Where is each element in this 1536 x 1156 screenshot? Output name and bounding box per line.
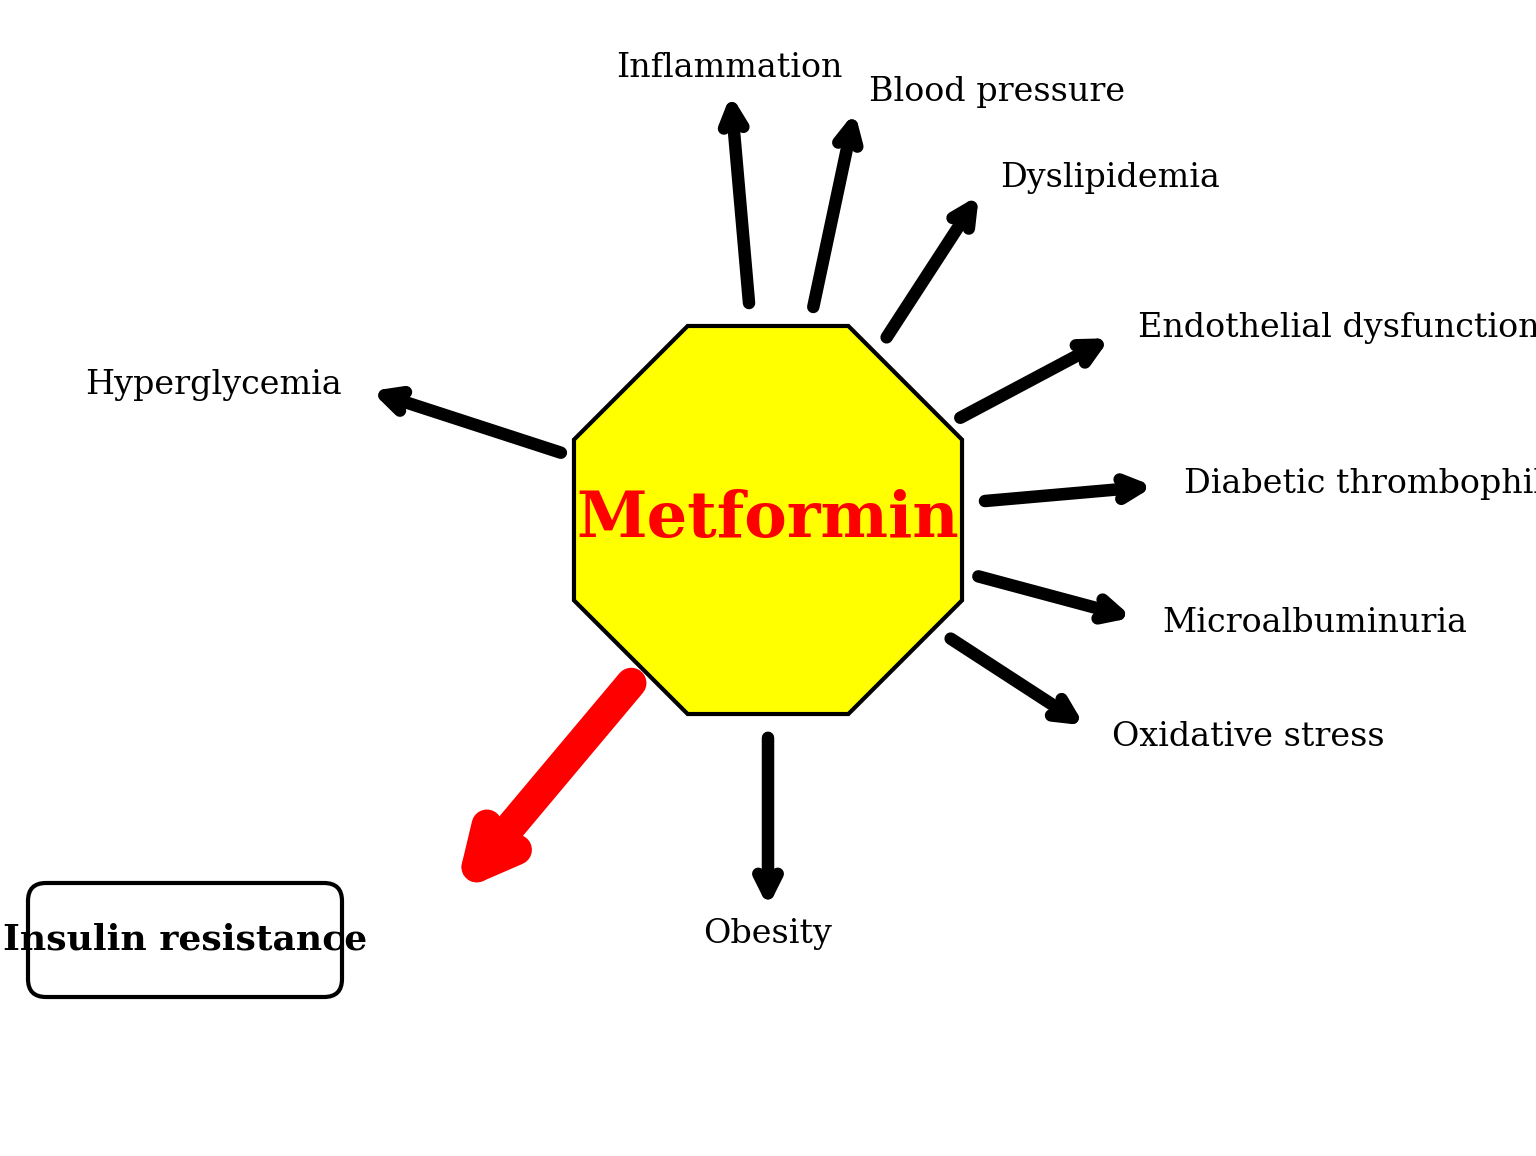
Text: Endothelial dysfunction: Endothelial dysfunction (1138, 312, 1536, 344)
Text: Metformin: Metformin (576, 489, 960, 550)
Text: Obesity: Obesity (703, 918, 833, 950)
Text: Inflammation: Inflammation (616, 52, 842, 83)
FancyBboxPatch shape (28, 883, 343, 996)
Text: Diabetic thrombophilia: Diabetic thrombophilia (1184, 468, 1536, 501)
Text: Insulin resistance: Insulin resistance (3, 922, 367, 957)
Text: Dyslipidemia: Dyslipidemia (1000, 162, 1220, 194)
Text: Blood pressure: Blood pressure (869, 75, 1126, 108)
Text: Microalbuminuria: Microalbuminuria (1163, 607, 1467, 639)
Polygon shape (574, 326, 962, 714)
Text: Hyperglycemia: Hyperglycemia (84, 369, 341, 401)
Text: Oxidative stress: Oxidative stress (1112, 721, 1384, 753)
